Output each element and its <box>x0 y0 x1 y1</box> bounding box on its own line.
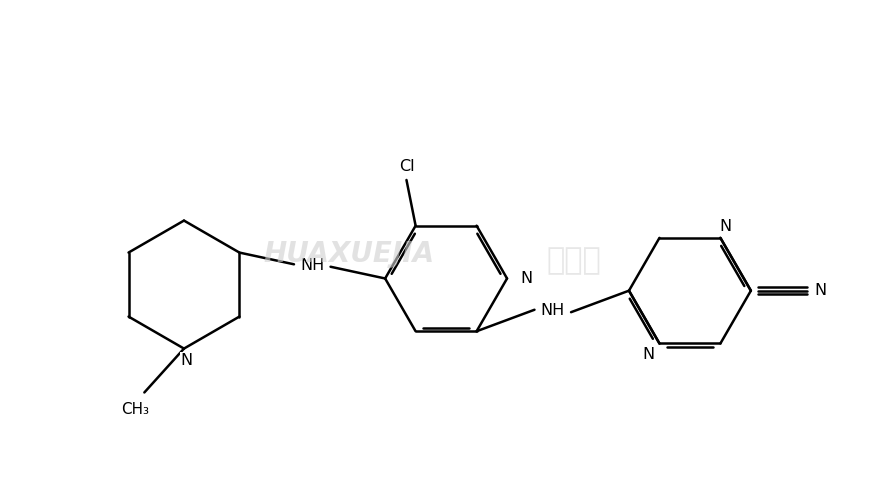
Text: NH: NH <box>300 258 325 273</box>
Text: 化学加: 化学加 <box>546 246 602 275</box>
Text: Cl: Cl <box>399 159 414 174</box>
Text: HUAXUEJIA: HUAXUEJIA <box>263 240 434 268</box>
Text: N: N <box>180 353 193 368</box>
Text: N: N <box>520 271 532 286</box>
Text: NH: NH <box>540 304 565 318</box>
Text: N: N <box>814 283 826 298</box>
Text: CH₃: CH₃ <box>121 402 150 417</box>
Text: N: N <box>719 219 731 235</box>
Text: N: N <box>642 347 655 362</box>
